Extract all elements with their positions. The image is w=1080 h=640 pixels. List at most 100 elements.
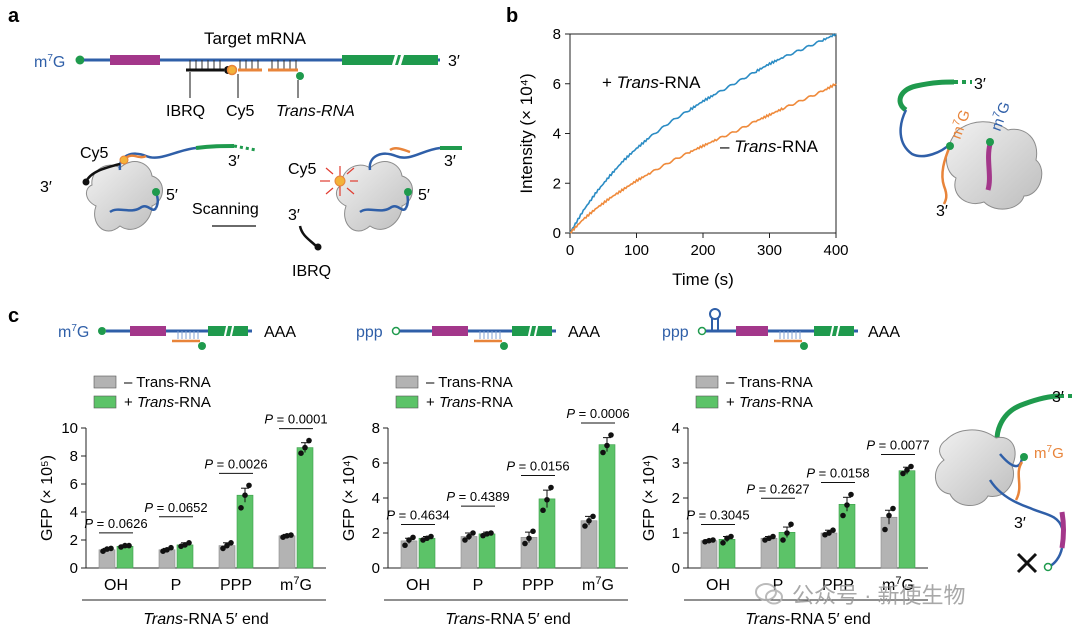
data-point (402, 542, 408, 549)
plot-frame (569, 33, 837, 234)
data-point (462, 537, 468, 543)
data-point (238, 505, 244, 511)
construct-2-cds (512, 326, 552, 336)
legend-swatch (395, 375, 419, 389)
construct-1: m7G AAA (58, 321, 296, 350)
data-point (608, 432, 614, 438)
y-tick-label: 4 (553, 126, 561, 143)
uncapped-end-c-side (1043, 562, 1053, 572)
construct-3-break (829, 321, 835, 341)
data-point (302, 444, 308, 451)
bar-plus-trans (296, 447, 314, 569)
y-axis-label: GFP (× 10⁴) (641, 455, 658, 541)
data-point (220, 545, 226, 552)
p-value-label: P = 0.4389 (446, 489, 509, 504)
data-point (890, 505, 896, 512)
data-point (246, 482, 252, 489)
data-point (600, 449, 606, 456)
construct-1-trans-dot (198, 342, 206, 350)
bar-minus-trans (820, 532, 838, 569)
bar-minus-trans (700, 540, 718, 569)
data-point (530, 528, 536, 535)
data-point (720, 540, 726, 546)
data-point (886, 512, 892, 519)
y-tick-label: 2 (672, 490, 680, 507)
right-cy5-label: Cy5 (288, 161, 317, 178)
construct-3-ticks (779, 331, 801, 339)
p-value-label: P = 0.0158 (806, 466, 869, 481)
construct-3-trans-dot (800, 342, 808, 350)
legend-label: + Trans-RNA (726, 394, 813, 411)
y-tick-label: 3 (672, 455, 680, 472)
cy5-dot-left (119, 155, 129, 165)
data-point (108, 545, 114, 552)
data-point (168, 544, 174, 551)
p-value-label: P = 0.0626 (84, 516, 147, 531)
x-category-label: m7G (582, 575, 614, 594)
p-value-label: P = 0.0001 (264, 412, 327, 427)
construct-3: ppp AAA (662, 308, 900, 350)
cy5-glow-right (320, 166, 358, 196)
legend-label: + Trans-RNA (426, 394, 513, 411)
legend-swatch (93, 395, 117, 409)
cy5-label: Cy5 (226, 103, 255, 120)
mrna-c-side-top (999, 453, 1024, 468)
data-point (306, 437, 312, 444)
bar-minus-trans (278, 535, 296, 569)
hairpin-stem (711, 318, 719, 331)
bar-plus-trans (478, 533, 496, 569)
data-point (830, 527, 836, 533)
watermark: 公众号 · 新使生物 (754, 578, 966, 610)
panel-letter-b: b (506, 5, 518, 27)
b-side-m7g-orange: m7G (947, 107, 974, 141)
construct-3-cds (814, 326, 854, 336)
data-point (908, 463, 914, 470)
x-tick-label: 0 (566, 242, 574, 259)
wechat-icon (755, 583, 783, 605)
construct-2-uorf (432, 326, 468, 336)
legend-label: – Trans-RNA (124, 374, 211, 391)
right-3b-label: 3′ (288, 207, 300, 224)
b-side-3-label: 3′ (974, 76, 986, 93)
bar-plus-trans (598, 444, 616, 569)
bar-minus-trans (880, 516, 898, 569)
y-tick-label: 6 (553, 76, 561, 93)
construct-2-trans-dot (500, 342, 508, 350)
chart-gfp-ppp-hairpin: 0 1 2 3 4 GFP (× 10⁴) – Trans-RNA + Trans-RNA OH… (641, 374, 930, 628)
uorf-b-side (985, 143, 993, 191)
x-category-label: PPP (522, 577, 554, 594)
bar-plus-trans (778, 531, 796, 569)
right-5-label: 5′ (418, 187, 430, 204)
data-point (488, 530, 494, 536)
construct-3-break2 (835, 321, 841, 341)
right-ibrq-label: IBRQ (292, 263, 331, 280)
data-point (126, 542, 132, 549)
c-side-3-label: 3′ (1052, 389, 1064, 406)
cy5-probe-left (125, 154, 147, 160)
construct-3-cap-dot (697, 326, 707, 336)
break-mark-2 (396, 49, 406, 71)
panel-a-schematic: Target mRNA m7G 3′ IBRQ Cy5 Trans (34, 29, 462, 280)
panel-b-side-schematic: 3′ m7G m7G 3′ (897, 76, 1043, 220)
x-category-label: P (773, 577, 784, 594)
construct-2-cap: ppp (356, 324, 383, 341)
construct-2: ppp AAA (356, 321, 600, 350)
x-tick-label: 100 (624, 242, 649, 259)
chart-gfp-m7g: 0 2 4 6 8 10 GFP (× 10⁵) – Trans-RNA + Trans-RNA… (39, 374, 328, 628)
left-3b-label: 3′ (40, 179, 52, 196)
y-tick-label: 2 (553, 175, 561, 192)
y-tick-label: 8 (553, 26, 561, 43)
p-value-label: P = 0.0077 (866, 438, 929, 453)
x-category-label: m7G (882, 575, 914, 594)
x-axis-label: Time (s) (672, 270, 734, 289)
y-tick-label: 0 (672, 560, 680, 577)
trans-c-side (1014, 461, 1024, 501)
cy5-probe-right (389, 147, 411, 154)
data-point (844, 502, 850, 508)
x-category-label: P (473, 577, 484, 594)
x-category-label: P (171, 577, 182, 594)
y-tick-label: 2 (372, 525, 380, 542)
cy5-dot-right (334, 175, 346, 187)
legend-label: – Trans-RNA (426, 374, 513, 391)
y-tick-label: 4 (672, 420, 680, 437)
